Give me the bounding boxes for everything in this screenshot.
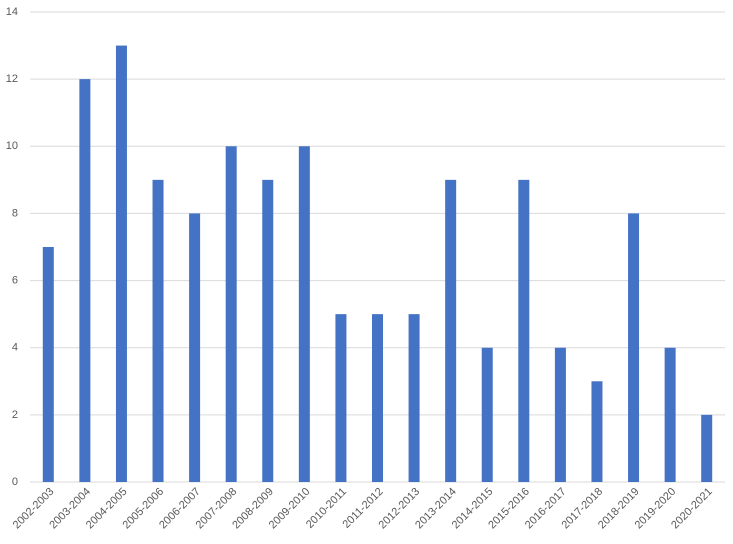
- y-tick-label: 12: [6, 73, 18, 85]
- bar: [189, 213, 201, 482]
- bar: [79, 79, 91, 483]
- bar: [408, 314, 420, 482]
- y-tick-label: 6: [12, 274, 18, 286]
- bar: [115, 45, 127, 482]
- bar: [554, 347, 566, 482]
- y-tick-label: 2: [12, 409, 18, 421]
- bar: [42, 247, 54, 482]
- bar: [628, 213, 640, 482]
- y-tick-label: 10: [6, 140, 18, 152]
- y-tick-label: 0: [12, 476, 18, 488]
- bar: [518, 179, 530, 482]
- bar: [152, 179, 164, 482]
- bar: [701, 414, 713, 482]
- bar: [481, 347, 493, 482]
- bar: [445, 179, 457, 482]
- y-tick-label: 8: [12, 207, 18, 219]
- bar: [372, 314, 383, 482]
- bar: [262, 179, 274, 482]
- y-tick-label: 4: [12, 342, 18, 354]
- bar: [335, 314, 347, 482]
- bar: [664, 347, 676, 482]
- y-tick-label: 14: [6, 6, 18, 18]
- bar: [298, 146, 310, 483]
- bar: [591, 381, 603, 482]
- bar: [225, 146, 237, 483]
